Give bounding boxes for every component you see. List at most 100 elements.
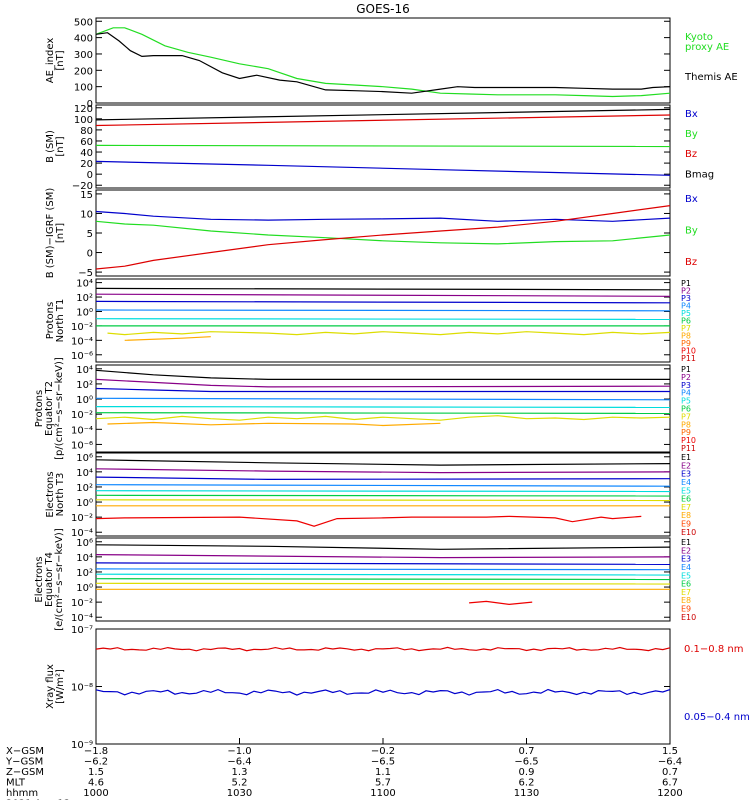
legend-entry: E9	[681, 605, 691, 614]
legend-entry: Bx	[685, 194, 698, 205]
y-tick-label: 10⁻²	[71, 322, 93, 333]
y-tick-label: 10⁴	[76, 365, 93, 376]
series-line-bx	[95, 210, 671, 222]
x-axis-row-label: MLT	[6, 778, 26, 789]
legend-entry: P5	[681, 397, 691, 406]
y-axis-label: Equator T2	[44, 381, 55, 436]
x-axis-row-label: X−GSM	[6, 746, 44, 757]
legend-entry: P3	[681, 294, 691, 303]
chart-title: GOES-16	[356, 2, 410, 16]
x-axis-row-label: Y−GSM	[5, 757, 43, 768]
y-tick-label: 0	[87, 170, 93, 181]
x-tick-label: 5.7	[375, 778, 391, 789]
y-tick-label: 20	[80, 159, 93, 170]
series-line-p4	[95, 397, 671, 401]
y-tick-label: 10⁶	[76, 538, 93, 549]
legend-entry: P9	[681, 339, 691, 348]
legend-entry: E4	[681, 478, 691, 487]
y-axis-label: Equator T4	[44, 552, 55, 607]
legend-entry: E7	[681, 588, 691, 597]
legend-entry: P5	[681, 309, 691, 318]
series-line-p7	[107, 331, 671, 336]
panel-frame	[95, 17, 671, 104]
legend-entry: E1	[681, 453, 691, 462]
series-line-e4	[95, 484, 671, 487]
y-tick-label: 10⁰	[76, 395, 93, 406]
series-line-0-1-0-8-nm	[95, 646, 671, 652]
y-axis-label: AE_index	[45, 38, 56, 84]
legend-entry: E5	[681, 486, 691, 495]
y-tick-label: 5	[87, 229, 93, 240]
y-tick-label: 0	[87, 99, 93, 110]
legend-entry: proxy AE	[685, 42, 729, 53]
panel-frame	[95, 364, 671, 453]
x-tick-label: −1.8	[84, 746, 108, 757]
series-line-bz	[95, 114, 671, 127]
x-tick-label: 6.7	[662, 778, 678, 789]
x-tick-label: −6.4	[227, 757, 251, 768]
legend-entry: Bmag	[685, 169, 714, 180]
y-tick-label: 100	[74, 115, 93, 126]
x-tick-label: 1100	[370, 788, 395, 799]
series-line-e1	[95, 544, 671, 550]
legend-entry: P7	[681, 324, 691, 333]
y-axis-label: Protons	[34, 390, 45, 427]
series-line-e2	[95, 468, 671, 474]
legend-entry: 0.1−0.8 nm	[684, 644, 743, 655]
series-line-kyoto-proxy-ae	[95, 27, 671, 98]
panel-frame	[95, 452, 671, 537]
y-tick-label: 10²	[76, 380, 93, 391]
y-tick-label: 120	[74, 104, 93, 115]
legend-entry: E2	[681, 546, 691, 555]
legend-entry: E3	[681, 470, 691, 479]
series-line-e2	[95, 554, 671, 559]
legend-entry: E6	[681, 580, 691, 589]
y-axis-label: [W/m²]	[55, 669, 66, 704]
legend-entry: E4	[681, 563, 691, 572]
y-axis-label: [p/(cm²−s−sr−keV)]	[54, 357, 65, 460]
series-line-p1	[95, 369, 670, 380]
y-tick-label: 10	[80, 209, 93, 220]
y-tick-label: 10⁴	[76, 468, 93, 479]
x-tick-label: −6.4	[658, 757, 682, 768]
series-line-p3	[95, 300, 671, 304]
legend-entry: E8	[681, 596, 691, 605]
legend-entry: P10	[681, 436, 696, 445]
series-line-bz	[95, 205, 671, 270]
y-tick-label: 10⁻⁸	[71, 683, 93, 694]
y-tick-label: 10⁻²	[71, 410, 93, 421]
series-line-p8	[107, 421, 441, 427]
x-tick-label: −6.5	[371, 757, 395, 768]
x-tick-label: 1.1	[375, 767, 391, 778]
legend-entry: P11	[681, 444, 696, 453]
y-axis-label: B (SM)−IGRF (SM)	[45, 188, 56, 279]
legend-entry: P11	[681, 354, 696, 363]
legend-entry: E2	[681, 461, 691, 470]
y-tick-label: 10²	[76, 483, 93, 494]
x-tick-label: 1000	[83, 788, 108, 799]
series-line-e4	[95, 568, 671, 571]
series-line-e9	[95, 515, 642, 527]
legend-entry: P1	[681, 279, 691, 288]
legend-entry: P9	[681, 428, 691, 437]
x-tick-label: −6.5	[514, 757, 538, 768]
legend-entry: E1	[681, 538, 691, 547]
x-tick-label: −0.2	[371, 746, 395, 757]
series-line-0-05-0-4-nm	[95, 688, 671, 696]
y-tick-label: 40	[80, 148, 93, 159]
series-line-e3	[95, 562, 671, 565]
legend-entry: P4	[681, 389, 691, 398]
y-axis-label: B (SM)	[45, 130, 56, 163]
y-tick-label: 60	[80, 137, 93, 148]
series-line-bmag	[95, 108, 671, 121]
series-line-e5	[95, 490, 671, 493]
x-tick-label: 1.5	[88, 767, 104, 778]
series-line-e9	[469, 600, 533, 606]
series-line-p8	[124, 336, 211, 341]
legend-entry: 0.05−0.4 nm	[684, 712, 750, 723]
series-line-e7	[95, 582, 671, 585]
legend-entry: Bx	[685, 109, 698, 120]
y-tick-label: 10²	[76, 568, 93, 579]
panel-frame	[95, 628, 671, 745]
y-tick-label: 200	[74, 66, 93, 77]
